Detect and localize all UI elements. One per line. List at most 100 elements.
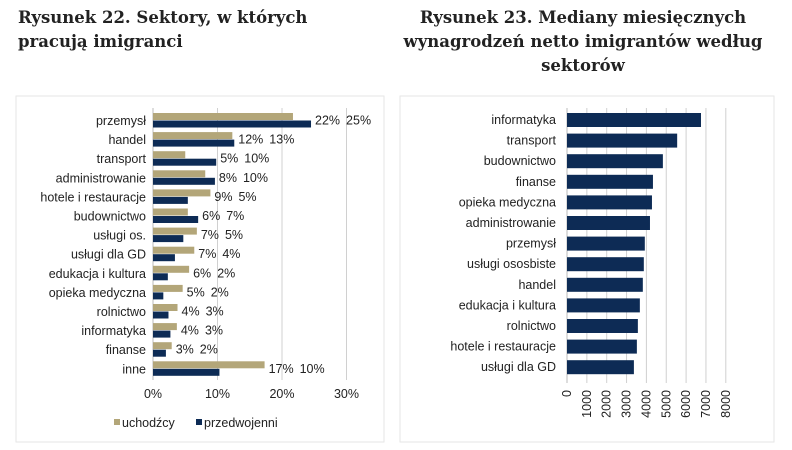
- bar: [567, 236, 645, 251]
- bar-przedwojenni: [153, 292, 164, 300]
- bar-przedwojenni: [153, 330, 171, 338]
- bar-przedwojenni: [153, 158, 217, 166]
- category-label: rolnictwo: [97, 305, 146, 319]
- data-label-przedwojenni: 10%: [244, 152, 269, 166]
- x-tick-label: 0: [560, 390, 574, 397]
- category-label: opieka medyczna: [459, 195, 556, 209]
- category-label: edukacja i kultura: [459, 298, 556, 312]
- x-tick-label: 10%: [205, 387, 230, 401]
- x-tick-label: 1000: [580, 390, 594, 418]
- bar-przedwojenni: [153, 120, 312, 128]
- data-label-przedwojenni: 10%: [300, 362, 325, 376]
- bar-przedwojenni: [153, 349, 166, 357]
- x-tick-label: 6000: [679, 390, 693, 418]
- bar-uchodźcy: [153, 113, 293, 120]
- bar: [567, 360, 634, 375]
- data-label-uchodźcy: 12%: [238, 133, 263, 147]
- data-label-uchodźcy: 6%: [202, 209, 220, 223]
- category-label: opieka medyczna: [49, 286, 146, 300]
- category-label: hotele i restauracje: [450, 340, 556, 354]
- category-label: edukacja i kultura: [49, 267, 146, 281]
- bar-przedwojenni: [153, 368, 220, 376]
- category-label: administrowanie: [56, 171, 146, 185]
- data-label-przedwojenni: 3%: [205, 324, 223, 338]
- figure-22-title: Rysunek 22. Sektory, w których pracują i…: [18, 8, 308, 51]
- legend-label: przedwojenni: [204, 416, 278, 430]
- category-label: usługi os.: [93, 229, 146, 243]
- bar-przedwojenni: [153, 177, 215, 185]
- x-tick-label: 3000: [620, 390, 634, 418]
- data-label-przedwojenni: 7%: [226, 209, 244, 223]
- category-label: usługi ososbiste: [467, 257, 556, 271]
- data-label-uchodźcy: 17%: [269, 362, 294, 376]
- x-tick-label: 7000: [699, 390, 713, 418]
- data-label-przedwojenni: 13%: [269, 133, 294, 147]
- data-label-przedwojenni: 5%: [225, 228, 243, 242]
- bar: [567, 174, 653, 189]
- bar-uchodźcy: [153, 265, 190, 273]
- bar: [567, 319, 638, 333]
- bar-uchodźcy: [153, 227, 197, 235]
- data-label-przedwojenni: 5%: [238, 190, 256, 204]
- data-label-przedwojenni: 25%: [346, 114, 371, 128]
- category-label: przemysł: [506, 237, 556, 251]
- bar: [567, 154, 663, 169]
- bar-przedwojenni: [153, 273, 168, 281]
- data-label-uchodźcy: 5%: [220, 152, 238, 166]
- x-tick-label: 0%: [144, 387, 162, 401]
- category-label: usługi dla GD: [481, 360, 556, 374]
- bar: [567, 195, 652, 210]
- category-label: informatyka: [491, 113, 556, 127]
- category-label: administrowanie: [466, 216, 556, 230]
- category-label: przemysł: [96, 114, 146, 128]
- data-label-przedwojenni: 2%: [217, 266, 235, 280]
- bar-uchodźcy: [153, 208, 188, 216]
- category-label: handel: [108, 133, 146, 147]
- chart-22-frame: [15, 95, 385, 443]
- category-label: finanse: [516, 175, 556, 189]
- bar-uchodźcy: [153, 342, 172, 350]
- category-label: rolnictwo: [507, 319, 556, 333]
- bar-przedwojenni: [153, 311, 169, 319]
- bar-przedwojenni: [153, 139, 235, 147]
- bar: [567, 277, 643, 292]
- data-label-uchodźcy: 7%: [201, 228, 219, 242]
- data-label-przedwojenni: 2%: [211, 285, 229, 299]
- bar-uchodźcy: [153, 189, 211, 197]
- data-label-przedwojenni: 10%: [243, 171, 268, 185]
- bar-uchodźcy: [153, 284, 183, 292]
- bar-przedwojenni: [153, 235, 184, 243]
- data-label-przedwojenni: 2%: [200, 343, 218, 357]
- data-label-uchodźcy: 22%: [315, 114, 340, 128]
- data-label-uchodźcy: 6%: [193, 266, 211, 280]
- category-label: hotele i restauracje: [40, 190, 146, 204]
- category-label: transport: [97, 152, 147, 166]
- x-tick-label: 8000: [719, 390, 733, 418]
- bar: [567, 113, 701, 127]
- data-label-uchodźcy: 7%: [198, 247, 216, 261]
- data-label-przedwojenni: 3%: [206, 305, 224, 319]
- category-label: budownictwo: [484, 154, 556, 168]
- category-label: usługi dla GD: [71, 248, 146, 262]
- data-label-uchodźcy: 9%: [214, 190, 232, 204]
- figure-23-title: Rysunek 23. Mediany miesięcznych wynagro…: [403, 8, 763, 75]
- x-tick-label: 2000: [600, 390, 614, 418]
- bar-uchodźcy: [153, 304, 178, 311]
- bar-uchodźcy: [153, 170, 206, 178]
- data-label-uchodźcy: 4%: [181, 324, 199, 338]
- legend-label: uchodźcy: [122, 416, 176, 430]
- category-label: handel: [518, 278, 556, 292]
- bar-uchodźcy: [153, 323, 177, 331]
- category-label: transport: [507, 134, 557, 148]
- data-label-uchodźcy: 5%: [187, 285, 205, 299]
- bar-uchodźcy: [153, 361, 265, 369]
- bar-uchodźcy: [153, 246, 195, 254]
- data-label-uchodźcy: 4%: [182, 305, 200, 319]
- category-label: finanse: [106, 343, 146, 357]
- category-label: budownictwo: [74, 210, 146, 224]
- data-label-przedwojenni: 4%: [222, 247, 240, 261]
- data-label-uchodźcy: 8%: [219, 171, 237, 185]
- bar: [567, 216, 650, 230]
- x-tick-label: 20%: [269, 387, 294, 401]
